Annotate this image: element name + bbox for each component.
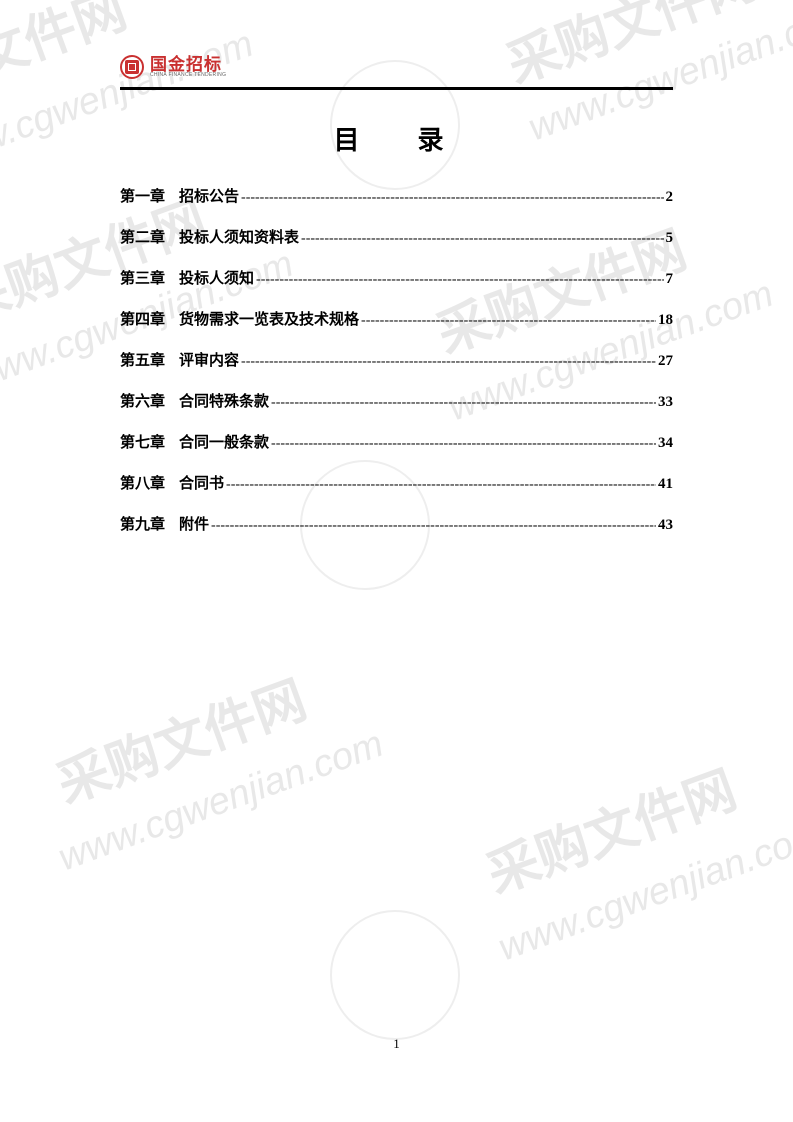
logo-subtext: CHINA FINANCE TENDERING bbox=[150, 73, 226, 78]
toc-chapter: 第五章 bbox=[120, 349, 165, 370]
toc-item: 第六章 合同特殊条款 -----------------------------… bbox=[120, 390, 673, 411]
toc-item: 第五章 评审内容 -------------------------------… bbox=[120, 349, 673, 370]
toc-page: 7 bbox=[666, 271, 674, 288]
watermark-url: www.cgwenjian.com bbox=[493, 813, 793, 970]
toc-name: 投标人须知 bbox=[179, 267, 254, 288]
watermark-circle-icon bbox=[330, 910, 460, 1040]
toc-dots: ----------------------------------------… bbox=[226, 477, 656, 493]
toc-name: 货物需求一览表及技术规格 bbox=[179, 308, 359, 329]
page-header: 国金招标 CHINA FINANCE TENDERING bbox=[120, 55, 673, 90]
toc-dots: ----------------------------------------… bbox=[271, 395, 656, 411]
toc-name: 合同特殊条款 bbox=[179, 390, 269, 411]
toc-item: 第二章 投标人须知资料表 ---------------------------… bbox=[120, 226, 673, 247]
toc-page: 5 bbox=[666, 230, 674, 247]
toc-name: 附件 bbox=[179, 513, 209, 534]
toc-item: 第九章 附件 ---------------------------------… bbox=[120, 513, 673, 534]
toc-dots: ----------------------------------------… bbox=[241, 354, 656, 370]
watermark-url: www.cgwenjian.com bbox=[53, 723, 389, 880]
toc-page: 27 bbox=[658, 353, 673, 370]
toc-chapter: 第六章 bbox=[120, 390, 165, 411]
logo-icon bbox=[120, 55, 144, 79]
toc-page: 33 bbox=[658, 394, 673, 411]
toc-dots: ----------------------------------------… bbox=[211, 518, 656, 534]
toc-dots: ----------------------------------------… bbox=[241, 190, 663, 206]
watermark-cn: 采购文件网 bbox=[475, 748, 745, 907]
toc-chapter: 第四章 bbox=[120, 308, 165, 329]
toc-name: 评审内容 bbox=[179, 349, 239, 370]
toc-name: 合同一般条款 bbox=[179, 431, 269, 452]
toc-dots: ----------------------------------------… bbox=[256, 272, 663, 288]
toc-list: 第一章 招标公告 -------------------------------… bbox=[120, 185, 673, 534]
watermark-cn: 采购文件网 bbox=[45, 658, 315, 817]
toc-dots: ----------------------------------------… bbox=[271, 436, 656, 452]
toc-chapter: 第二章 bbox=[120, 226, 165, 247]
toc-dots: ----------------------------------------… bbox=[301, 231, 663, 247]
toc-dots: ----------------------------------------… bbox=[361, 313, 656, 329]
toc-page: 18 bbox=[658, 312, 673, 329]
toc-page: 2 bbox=[666, 189, 674, 206]
toc-page: 43 bbox=[658, 517, 673, 534]
toc-item: 第七章 合同一般条款 -----------------------------… bbox=[120, 431, 673, 452]
toc-name: 合同书 bbox=[179, 472, 224, 493]
toc-item: 第四章 货物需求一览表及技术规格 -----------------------… bbox=[120, 308, 673, 329]
toc-item: 第八章 合同书 --------------------------------… bbox=[120, 472, 673, 493]
toc-chapter: 第三章 bbox=[120, 267, 165, 288]
page-number: 1 bbox=[0, 1036, 793, 1052]
toc-name: 投标人须知资料表 bbox=[179, 226, 299, 247]
toc-item: 第一章 招标公告 -------------------------------… bbox=[120, 185, 673, 206]
toc-page: 41 bbox=[658, 476, 673, 493]
toc-item: 第三章 投标人须知 ------------------------------… bbox=[120, 267, 673, 288]
page-title: 目 录 bbox=[120, 120, 673, 157]
toc-name: 招标公告 bbox=[179, 185, 239, 206]
toc-chapter: 第九章 bbox=[120, 513, 165, 534]
toc-page: 34 bbox=[658, 435, 673, 452]
logo-text: 国金招标 bbox=[150, 56, 226, 73]
toc-chapter: 第一章 bbox=[120, 185, 165, 206]
toc-chapter: 第八章 bbox=[120, 472, 165, 493]
toc-chapter: 第七章 bbox=[120, 431, 165, 452]
